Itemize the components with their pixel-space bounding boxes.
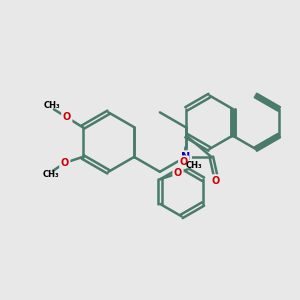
Text: O: O — [63, 112, 71, 122]
Text: N: N — [181, 152, 190, 162]
Text: O: O — [61, 158, 69, 168]
Text: CH₃: CH₃ — [44, 101, 60, 110]
Text: CH₃: CH₃ — [43, 170, 59, 179]
Text: O: O — [174, 168, 182, 178]
Text: O: O — [179, 157, 188, 167]
Text: CH₃: CH₃ — [186, 161, 202, 170]
Text: O: O — [211, 176, 220, 186]
